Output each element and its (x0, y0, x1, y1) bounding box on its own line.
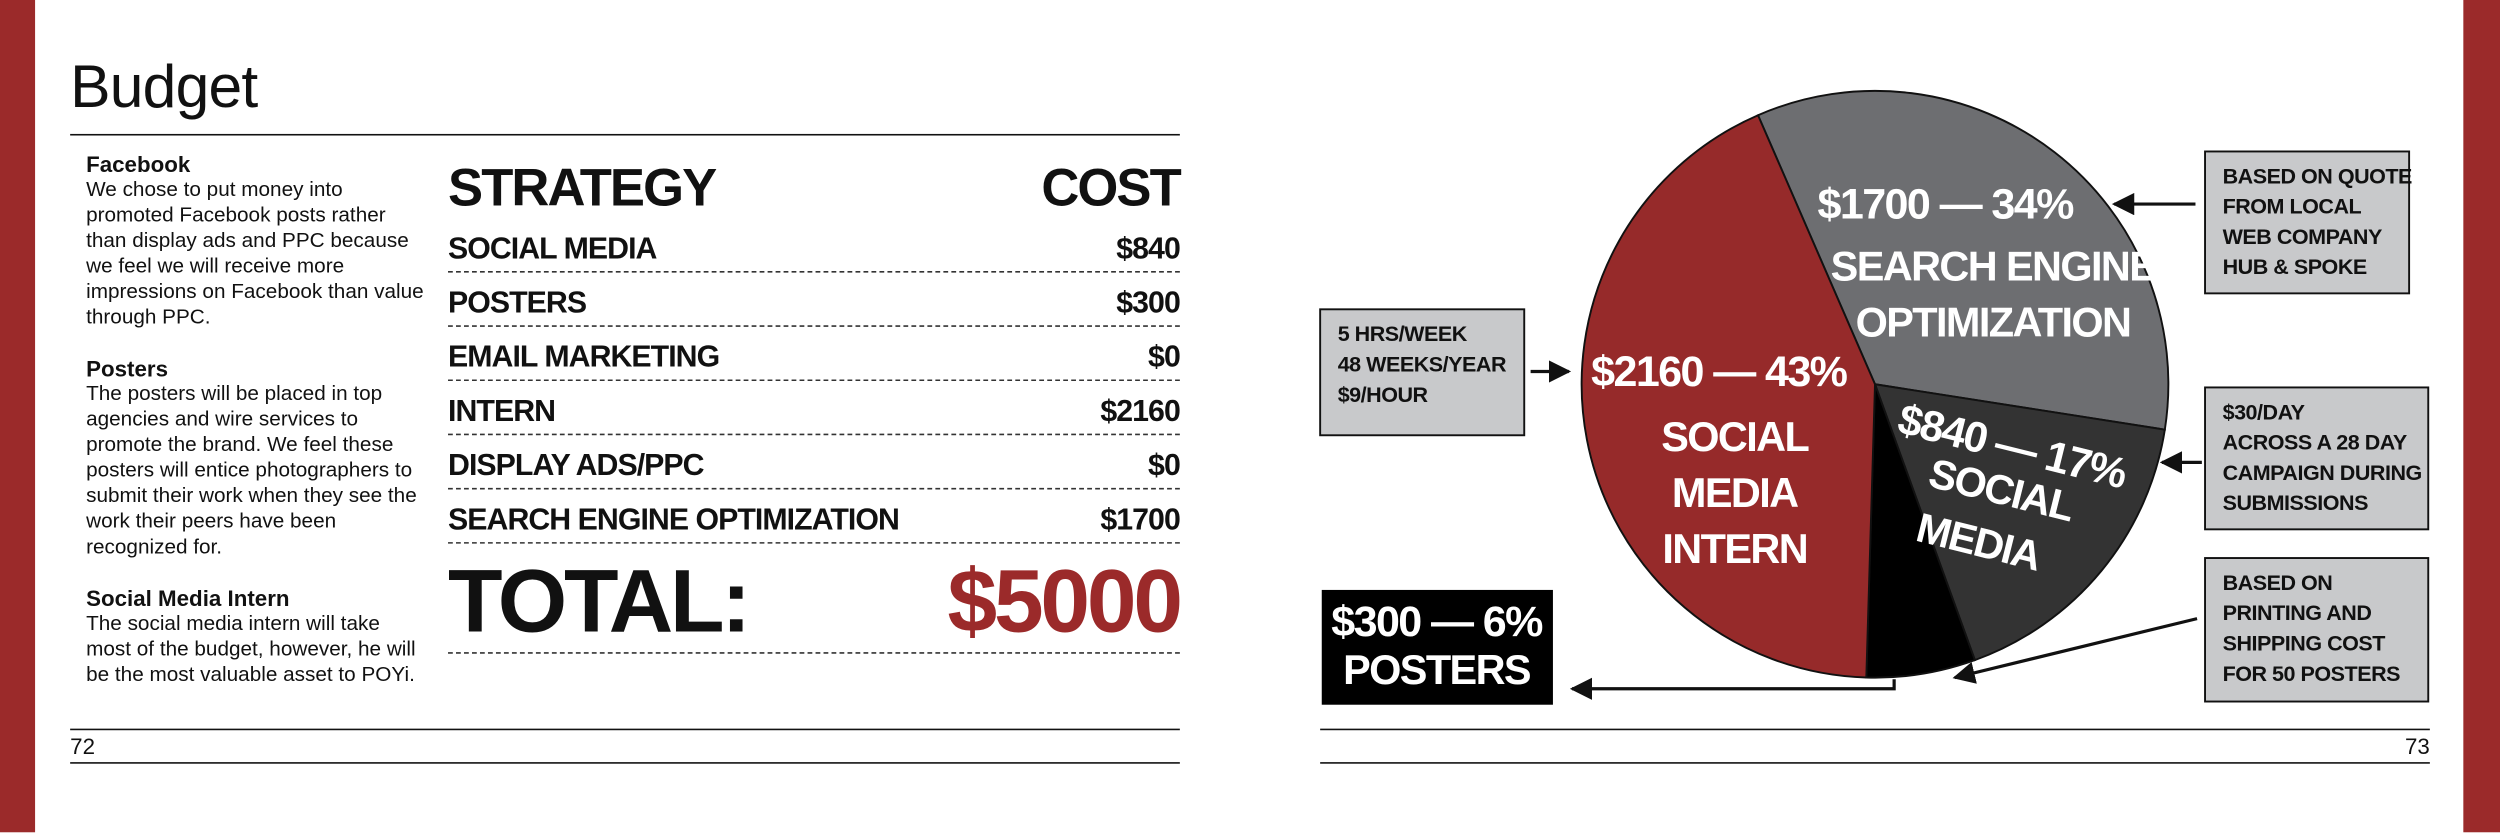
table-header-value: COST (1041, 157, 1181, 217)
table-row-value: $0 (1148, 449, 1181, 484)
note-box (2204, 386, 2430, 531)
table-row-label: POSTERS (448, 286, 587, 321)
note-line: HUB & SPOKE (2223, 255, 2367, 279)
pie-slice (1756, 89, 2170, 431)
title-rule (70, 133, 1180, 136)
arrow (1569, 677, 1896, 700)
slice-value-label: $300 — 6% (1331, 598, 1543, 646)
note-line: SUBMISSIONS (2223, 491, 2368, 515)
right-border (2463, 0, 2500, 833)
note-box (2204, 150, 2411, 295)
table-row: SOCIAL MEDIA $840 (448, 218, 1181, 273)
note-box (1319, 308, 1526, 437)
table-row-value: $0 (1148, 341, 1181, 375)
section-heading: Social Media Intern (86, 585, 290, 611)
table-total: TOTAL: $5000 (448, 544, 1183, 654)
slice-label: $2160 — 43% SOCIAL MEDIA INTERN (1591, 348, 1849, 572)
section-text: The social media intern will take most o… (86, 610, 416, 686)
slice-category: POSTERS (1343, 646, 1531, 693)
arrow (1952, 617, 2198, 684)
slice-category: SEARCH ENGINE (1831, 243, 2157, 290)
slice-label: $1700 — 34% SEARCH ENGINE OPTIMIZATION (1818, 180, 2158, 345)
pie-slice (1873, 383, 2166, 662)
page-number: 72 (70, 733, 95, 759)
slice-category: OPTIMIZATION (1856, 298, 2131, 345)
page-number: 73 (2405, 733, 2430, 759)
footer-rule (1320, 762, 2430, 764)
note-line: WEB COMPANY (2223, 225, 2382, 249)
section-text: The posters will be placed in top agenci… (86, 381, 417, 559)
table-total-label: TOTAL: (448, 550, 751, 651)
note-line: BASED ON (2223, 571, 2333, 595)
slice-label: $300 — 6%POSTERS (1331, 598, 1544, 693)
footer-rule (1320, 728, 2430, 731)
note-line: FOR 50 POSTERS (2223, 662, 2401, 686)
table-row-label: EMAIL MARKETING (448, 341, 720, 375)
table-row: DISPLAY ADS/PPC $0 (448, 435, 1181, 490)
note-line: 5 HRS/WEEK (1338, 322, 1468, 346)
section-heading: Facebook (86, 151, 191, 177)
sidebar: Facebook We chose to put money into promo… (86, 151, 427, 712)
note-line: BASED ON QUOTE (2223, 164, 2412, 188)
note-line: 48 WEEKS/YEAR (1338, 352, 1507, 376)
section-text: We chose to put money into promoted Face… (86, 176, 424, 329)
posters-label-box (1321, 589, 1553, 705)
table-row-value: $840 (1116, 232, 1181, 267)
table-row-value: $1700 (1100, 503, 1180, 538)
table-row-value: $300 (1116, 286, 1181, 321)
slice-category: INTERN (1662, 525, 1807, 572)
note-line: PRINTING AND (2223, 601, 2372, 625)
slice-category: SOCIAL (1661, 413, 1809, 460)
note-line: ACROSS A 28 DAY (2223, 431, 2407, 455)
table-row: POSTERS $300 (448, 273, 1181, 327)
slice-value-label: $2160 — 43% (1591, 348, 1848, 396)
table-row-label: INTERN (448, 395, 556, 429)
table-row-label: DISPLAY ADS/PPC (448, 449, 705, 484)
left-border (0, 0, 36, 833)
note-line: SHIPPING COST (2223, 632, 2386, 656)
table-row: EMAIL MARKETING $0 (448, 327, 1181, 382)
table-total-value: $5000 (947, 550, 1183, 651)
note-line: FROM LOCAL (2223, 195, 2362, 219)
table-row: INTERN $2160 (448, 381, 1181, 436)
slice-value-label: $1700 — 34% (1818, 180, 2075, 228)
note-box (2204, 557, 2430, 703)
footer-rule (70, 762, 1180, 764)
slice-category: MEDIA (1672, 469, 1798, 516)
table-row-value: $2160 (1100, 395, 1180, 429)
note-line: $9/HOUR (1338, 383, 1429, 407)
budget-table: STRATEGY COST SOCIAL MEDIA $840 POSTERS $300 E… (448, 155, 1183, 654)
section-heading: Posters (86, 355, 168, 382)
table-row: SEARCH ENGINE OPTIMIZATION $1700 (448, 489, 1181, 544)
page-title: Budget (70, 54, 258, 122)
note-line: $30/DAY (2223, 400, 2305, 424)
table-row-label: SOCIAL MEDIA (448, 232, 657, 267)
table-row-label: SEARCH ENGINE OPTIMIZATION (448, 503, 900, 538)
footer-rule (70, 728, 1180, 731)
pie-slice (1580, 113, 1876, 679)
table-header: STRATEGY COST (448, 155, 1182, 219)
note-line: CAMPAIGN DURING (2223, 461, 2422, 485)
table-header-label: STRATEGY (448, 157, 717, 217)
